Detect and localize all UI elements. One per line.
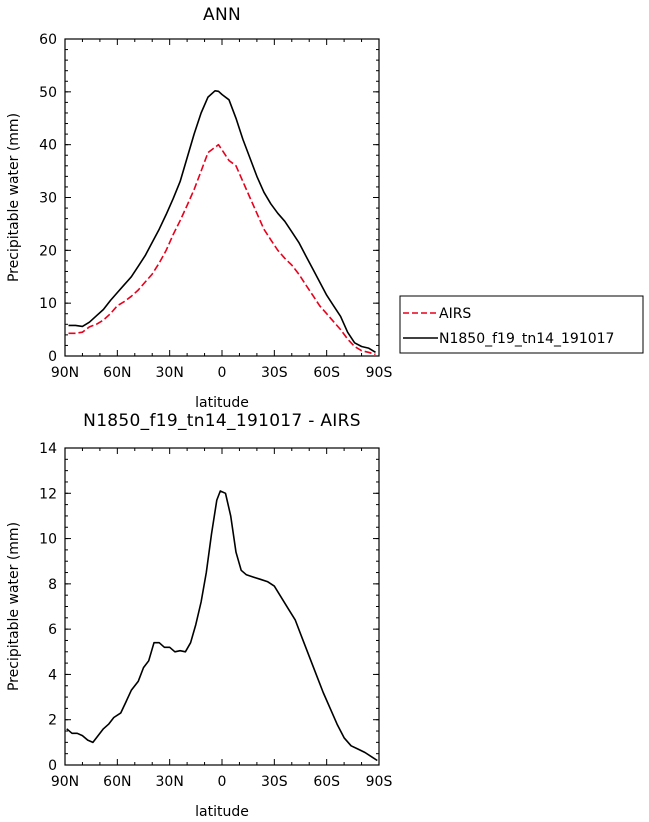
bottom-y-tick-label: 10 bbox=[39, 532, 57, 548]
bottom-y-tick-label: 6 bbox=[48, 622, 57, 638]
bottom-x-tick-label: 0 bbox=[218, 774, 227, 790]
top-y-tick-label: 20 bbox=[39, 243, 57, 259]
legend-model-label: N1850_f19_tn14_191017 bbox=[439, 331, 614, 347]
top-y-tick-label: 40 bbox=[39, 138, 57, 154]
bottom-y-tick-label: 12 bbox=[39, 486, 57, 502]
top-y-axis-label: Precipitable water (mm) bbox=[6, 113, 22, 282]
bottom-x-tick-label: 30S bbox=[261, 774, 288, 790]
top-y-tick-label: 50 bbox=[39, 85, 57, 101]
bottom-ticks: 90N 60N 30N 0 30S 60S 90S 0 2 4 6 8 10 12 14 bbox=[39, 441, 392, 790]
bottom-x-tick-label: 90S bbox=[366, 774, 393, 790]
top-ticks: 90N 60N 30N 0 30S 60S 90S 0 10 20 30 40 50 60 bbox=[39, 32, 392, 381]
top-x-tick-label: 60N bbox=[103, 365, 131, 381]
top-chart-title: ANN bbox=[203, 5, 241, 25]
bottom-y-tick-label: 0 bbox=[48, 758, 57, 774]
top-x-tick-label: 90S bbox=[366, 365, 393, 381]
legend-airs-label: AIRS bbox=[439, 306, 471, 322]
bottom-y-tick-label: 8 bbox=[48, 577, 57, 593]
top-series-group bbox=[68, 90, 376, 356]
bottom-y-tick-label: 4 bbox=[48, 667, 57, 683]
top-x-tick-label: 30N bbox=[156, 365, 184, 381]
bottom-y-tick-label: 2 bbox=[48, 713, 57, 729]
bottom-x-tick-label: 60N bbox=[103, 774, 131, 790]
bottom-panel: N1850_f19_tn14_191017 - AIRS 90N 60N 30N 0 3… bbox=[6, 411, 392, 820]
legend: AIRS N1850_f19_tn14_191017 bbox=[399, 295, 644, 354]
top-y-tick-label: 60 bbox=[39, 32, 57, 48]
bottom-x-tick-label: 90N bbox=[51, 774, 79, 790]
bottom-x-axis-label: latitude bbox=[195, 804, 249, 820]
top-series-n1850-f19-tn14-191017-line bbox=[68, 90, 376, 353]
bottom-y-tick-label: 14 bbox=[39, 441, 57, 457]
top-y-tick-label: 30 bbox=[39, 191, 57, 207]
top-x-tick-label: 90N bbox=[51, 365, 79, 381]
bottom-series-difference-line bbox=[66, 490, 378, 762]
bottom-series-group bbox=[66, 490, 378, 762]
top-x-tick-label: 60S bbox=[313, 365, 340, 381]
top-x-tick-label: 0 bbox=[218, 365, 227, 381]
bottom-y-axis-label: Precipitable water (mm) bbox=[6, 522, 22, 691]
top-y-tick-label: 0 bbox=[48, 349, 57, 365]
bottom-chart-title: N1850_f19_tn14_191017 - AIRS bbox=[83, 411, 361, 431]
top-plot-frame bbox=[64, 38, 380, 357]
legend-box bbox=[399, 295, 644, 354]
top-series-airs-line bbox=[68, 143, 376, 356]
top-x-axis-label: latitude bbox=[195, 395, 249, 411]
bottom-plot-frame bbox=[64, 447, 380, 766]
bottom-x-tick-label: 30N bbox=[156, 774, 184, 790]
top-panel: ANN 90N 60N 30N 0 30S 60S 90S 0 10 20 30 40 50 60 lat… bbox=[6, 5, 392, 411]
top-x-tick-label: 30S bbox=[261, 365, 288, 381]
top-y-tick-label: 10 bbox=[39, 296, 57, 312]
bottom-x-tick-label: 60S bbox=[313, 774, 340, 790]
